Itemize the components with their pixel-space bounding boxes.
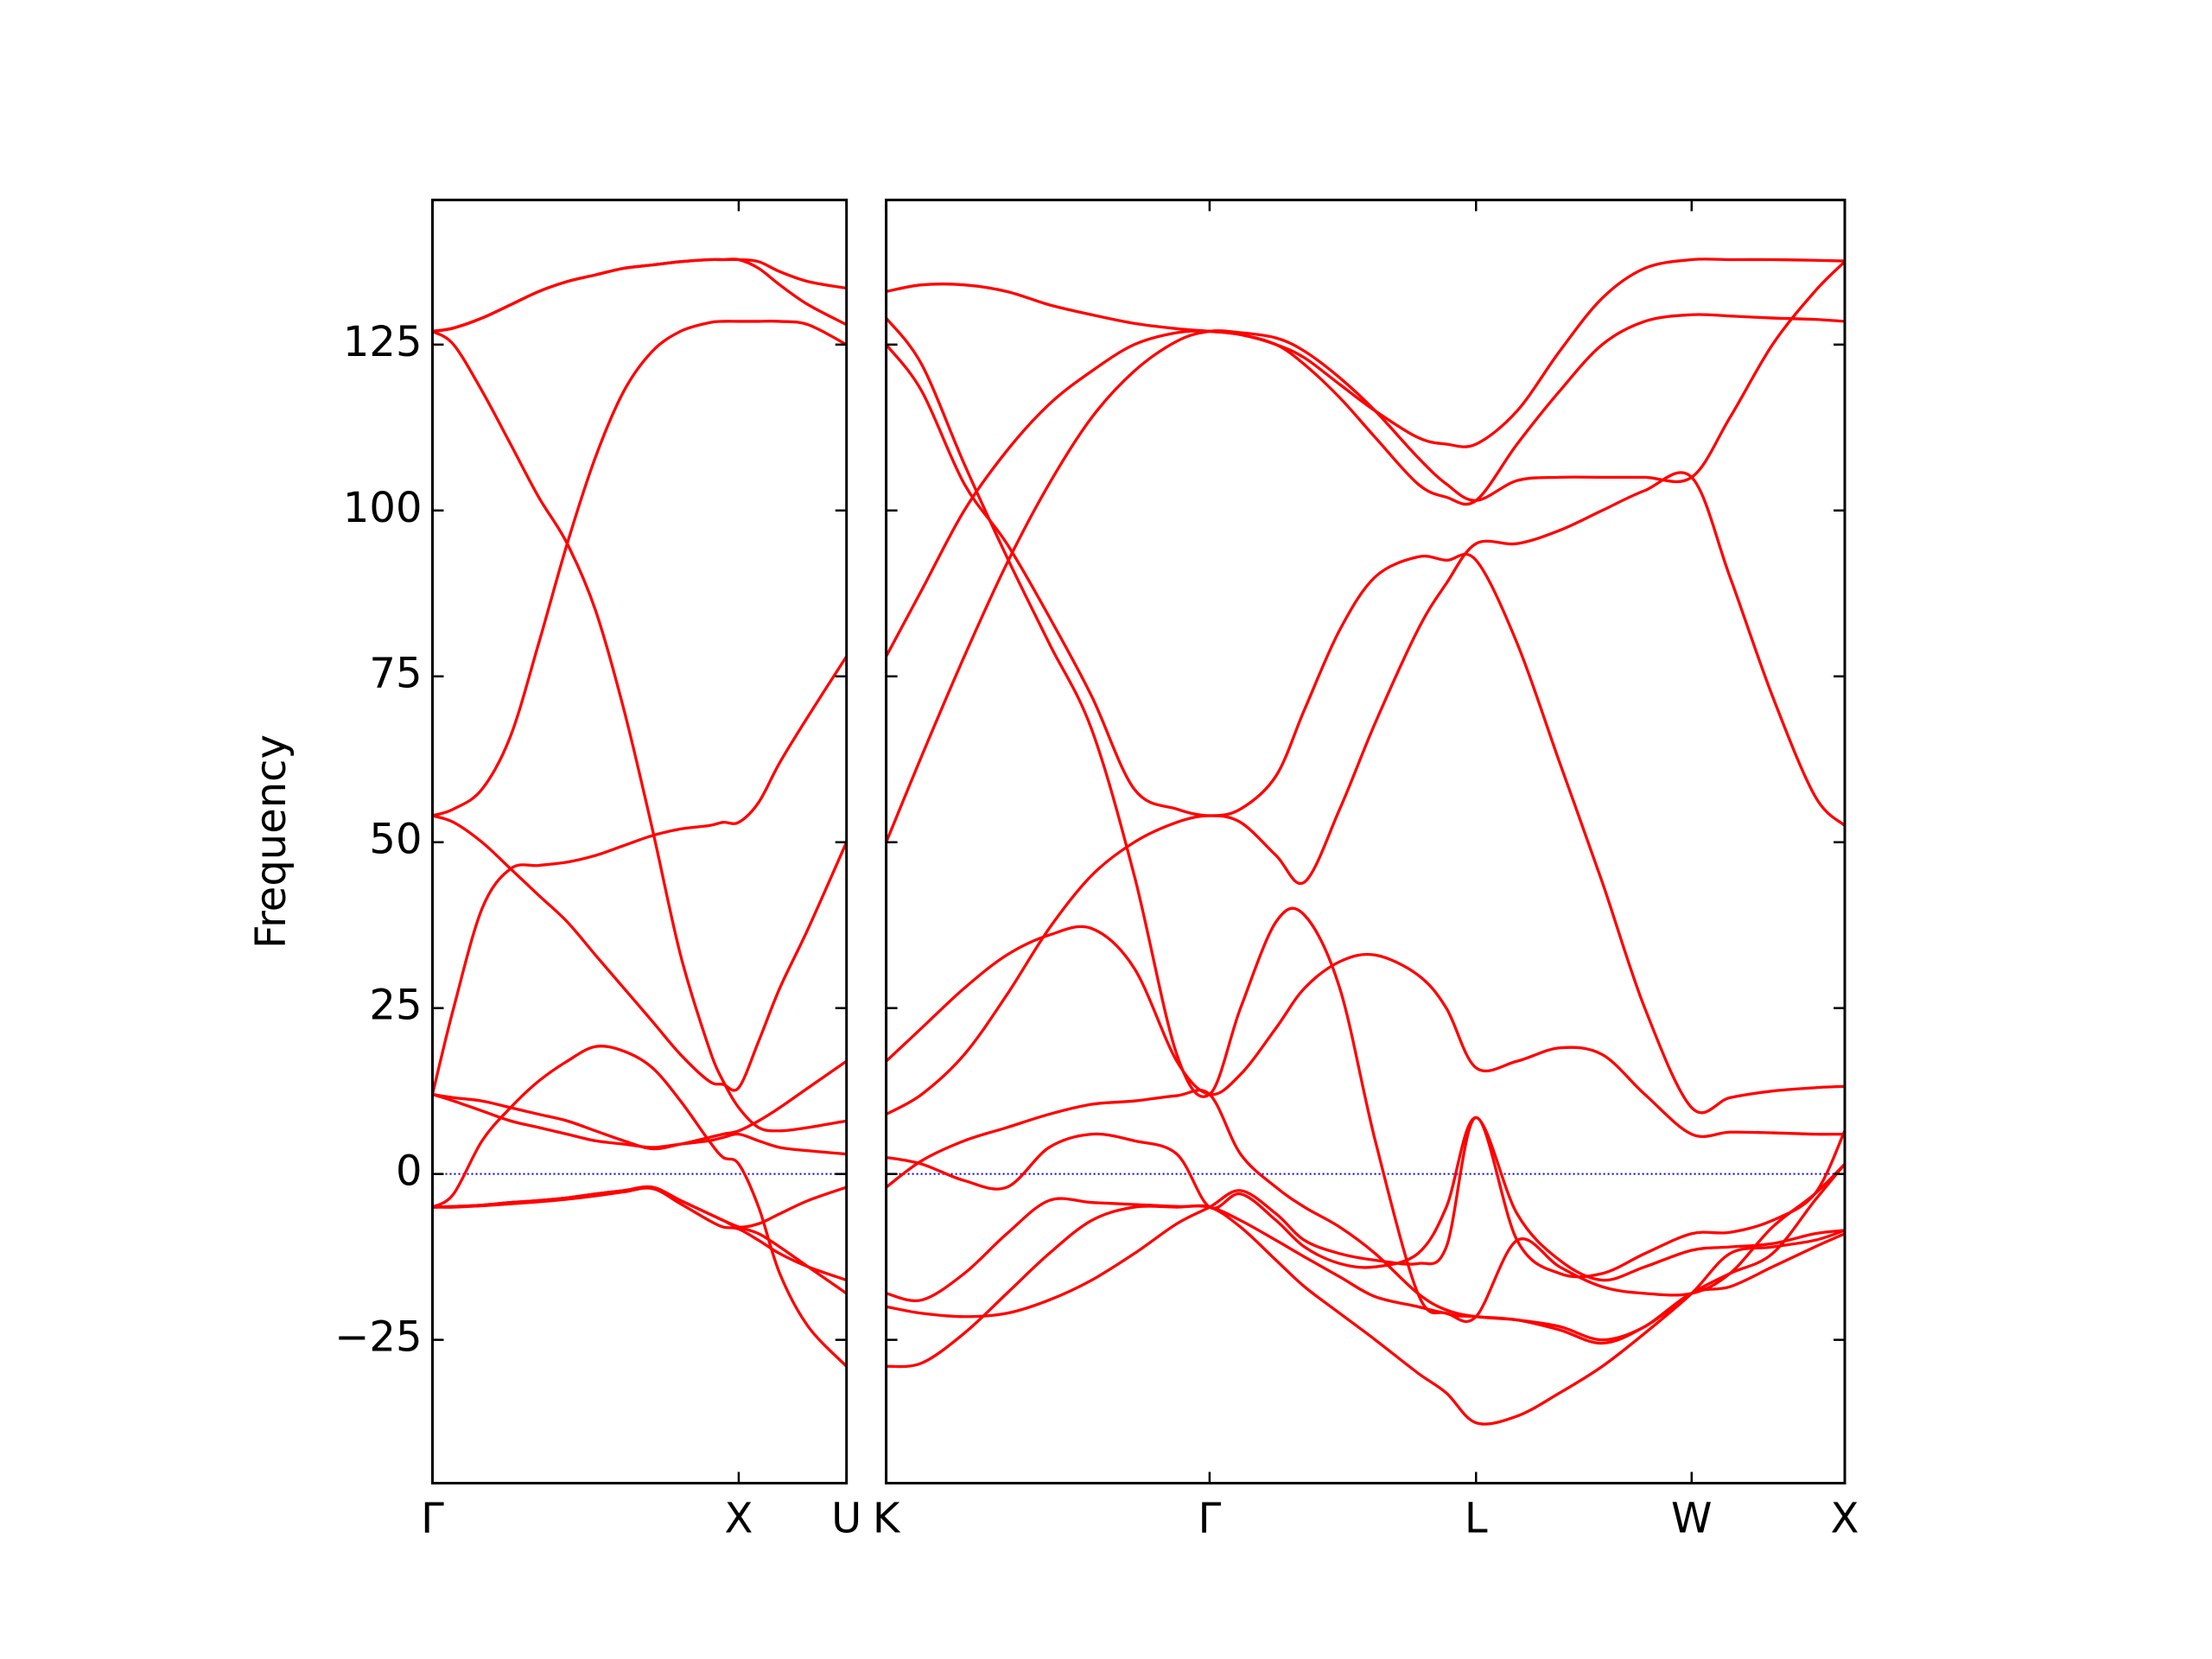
x-tick-label: K (873, 1495, 901, 1543)
x-tick-label: X (724, 1495, 753, 1543)
band-line (886, 471, 1845, 1116)
band-line (886, 1162, 1845, 1324)
y-tick-label: 0 (396, 1147, 423, 1196)
plot-frame (431, 198, 849, 1484)
y-tick-label: 25 (369, 982, 422, 1030)
band-line (432, 257, 847, 334)
y-tick-label: 50 (369, 816, 422, 864)
band-line (886, 1116, 1845, 1282)
y-tick-label: 75 (369, 650, 422, 698)
band-line (886, 925, 1845, 1138)
band-line (886, 313, 1845, 658)
y-tick-label: 125 (343, 318, 423, 366)
band-line (432, 319, 847, 817)
band-line (432, 1092, 847, 1156)
band-line (886, 343, 1845, 1115)
band-line (432, 655, 847, 1095)
band-line (886, 1204, 1845, 1426)
x-tick-label: W (1671, 1495, 1712, 1543)
plot-frame (885, 198, 1847, 1484)
y-tick-label: −25 (334, 1313, 422, 1362)
x-tick-label: L (1465, 1495, 1488, 1543)
x-tick-label: Γ (1198, 1495, 1222, 1543)
band-line (432, 1186, 847, 1282)
x-tick-label: X (1831, 1495, 1859, 1543)
band-line (886, 257, 1845, 448)
band-line (432, 814, 847, 1092)
y-tick-label: 100 (343, 484, 423, 532)
band-line (432, 329, 847, 1133)
x-tick-label: Γ (421, 1495, 444, 1543)
y-axis-label: Frequency (247, 734, 296, 949)
band-line (886, 1116, 1845, 1319)
x-tick-label: U (831, 1495, 861, 1543)
